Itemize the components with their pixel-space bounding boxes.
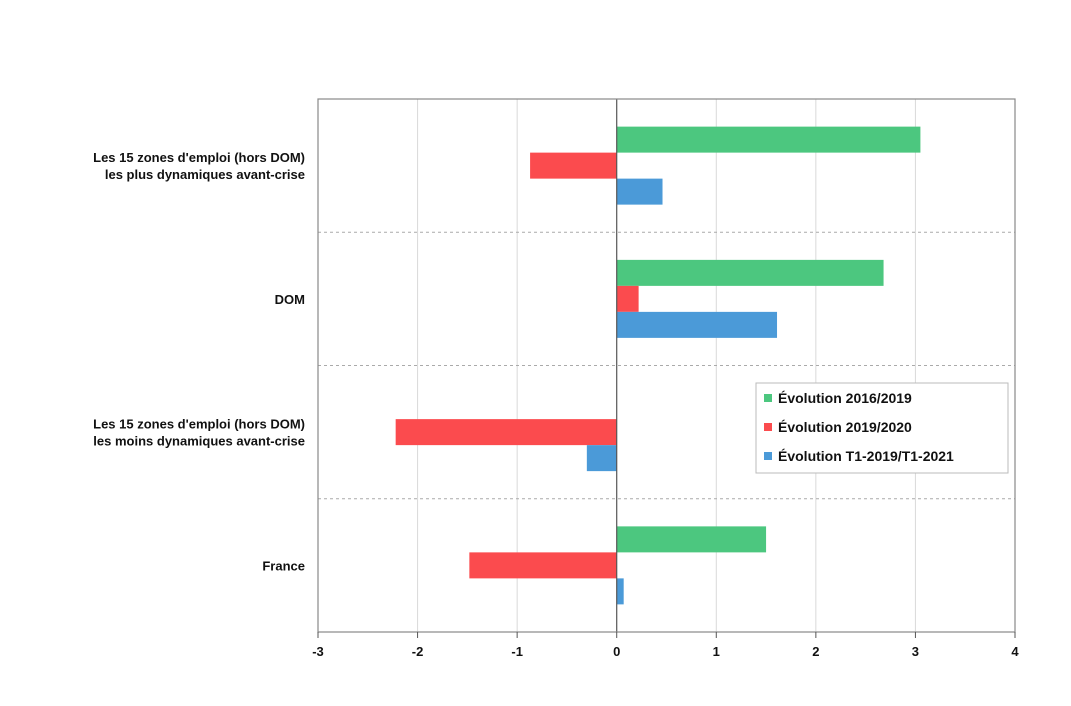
x-tick-label: -2 <box>412 644 424 659</box>
x-tick-label: 2 <box>812 644 819 659</box>
legend-label: Évolution 2019/2020 <box>778 419 912 435</box>
x-tick-label: -3 <box>312 644 324 659</box>
legend-swatch <box>764 394 772 402</box>
bar-3-1 <box>616 178 663 205</box>
x-tick-label: 4 <box>1011 644 1019 659</box>
legend-label: Évolution T1-2019/T1-2021 <box>778 448 954 464</box>
category-label: Les 15 zones d'emploi (hors DOM) les plus… <box>93 150 305 182</box>
bar-3-2 <box>616 311 778 338</box>
category-label-line: Les 15 zones d'emploi (hors DOM) <box>93 150 305 165</box>
category-label: DOM <box>275 292 305 307</box>
bar-1-1 <box>616 126 921 153</box>
legend-box <box>755 382 1009 474</box>
category-label-line: les plus dynamiques avant-crise <box>105 167 305 182</box>
category-label: Les 15 zones d'emploi (hors DOM) les moin… <box>93 417 305 449</box>
category-label: France <box>262 558 305 573</box>
legend-label: Évolution 2016/2019 <box>778 390 912 406</box>
bar-2-3 <box>395 419 617 446</box>
plot-frame <box>317 98 1016 633</box>
bars-layer <box>395 126 921 605</box>
category-label-line: Les 15 zones d'emploi (hors DOM) <box>93 417 305 432</box>
legend-swatch <box>764 452 772 460</box>
x-tick-label: 3 <box>912 644 919 659</box>
x-tick-label: 1 <box>713 644 720 659</box>
category-label-line: France <box>262 558 305 573</box>
legend: Évolution 2016/2019 Évolution 2019/2020 Év… <box>755 382 1009 474</box>
bar-3-3 <box>586 445 617 472</box>
bar-2-4 <box>469 552 617 579</box>
category-label-line: DOM <box>275 292 305 307</box>
bar-2-1 <box>530 152 617 179</box>
bar-3-4 <box>616 578 624 605</box>
x-tick-label: -1 <box>511 644 523 659</box>
category-label-line: les moins dynamiques avant-crise <box>93 434 305 449</box>
bar-1-2 <box>616 259 884 286</box>
x-axis-ticks: -3 -2 -1 0 1 2 3 4 <box>312 632 1019 659</box>
x-tick-label: 0 <box>613 644 620 659</box>
legend-swatch <box>764 423 772 431</box>
bar-2-2 <box>616 285 639 312</box>
bar-1-4 <box>616 526 767 553</box>
category-separators <box>318 231 1015 500</box>
category-labels: Les 15 zones d'emploi (hors DOM) les plus… <box>93 150 305 573</box>
